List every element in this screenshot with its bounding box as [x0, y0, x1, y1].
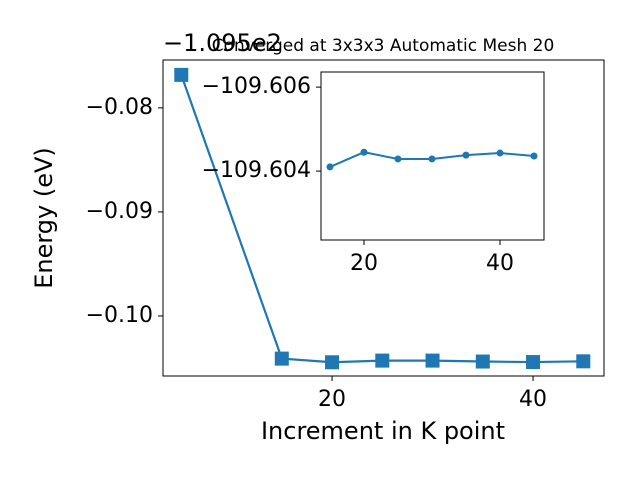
marker [428, 155, 436, 163]
marker [174, 67, 189, 82]
x-tick-label: 40 [486, 251, 514, 276]
marker [274, 351, 289, 366]
y-axis-label: Energy (eV) [30, 147, 58, 289]
marker [394, 155, 402, 163]
y-tick-label: −0.08 [86, 95, 153, 120]
marker [475, 354, 490, 369]
marker [526, 355, 541, 370]
marker [425, 353, 440, 368]
y-tick-label: −109.606 [202, 74, 311, 99]
marker [576, 354, 591, 369]
y-offset-label: −1.095e2 [163, 29, 282, 57]
line [180, 74, 584, 364]
marker [496, 149, 504, 157]
chart-title: Converged at 3x3x3 Automatic Mesh 20 [212, 36, 555, 56]
x-tick-label: 40 [519, 387, 547, 412]
y-tick-label: −0.10 [86, 303, 153, 328]
marker [326, 163, 334, 171]
y-tick-label: −0.09 [86, 199, 153, 224]
x-tick-label: 20 [318, 387, 346, 412]
x-tick-label: 20 [350, 251, 378, 276]
marker [530, 152, 538, 160]
x-axis-label: Increment in K point [261, 417, 505, 445]
y-tick-label: −109.604 [202, 158, 311, 183]
marker [360, 148, 368, 156]
marker [462, 151, 470, 159]
marker [375, 353, 390, 368]
marker [325, 355, 340, 370]
